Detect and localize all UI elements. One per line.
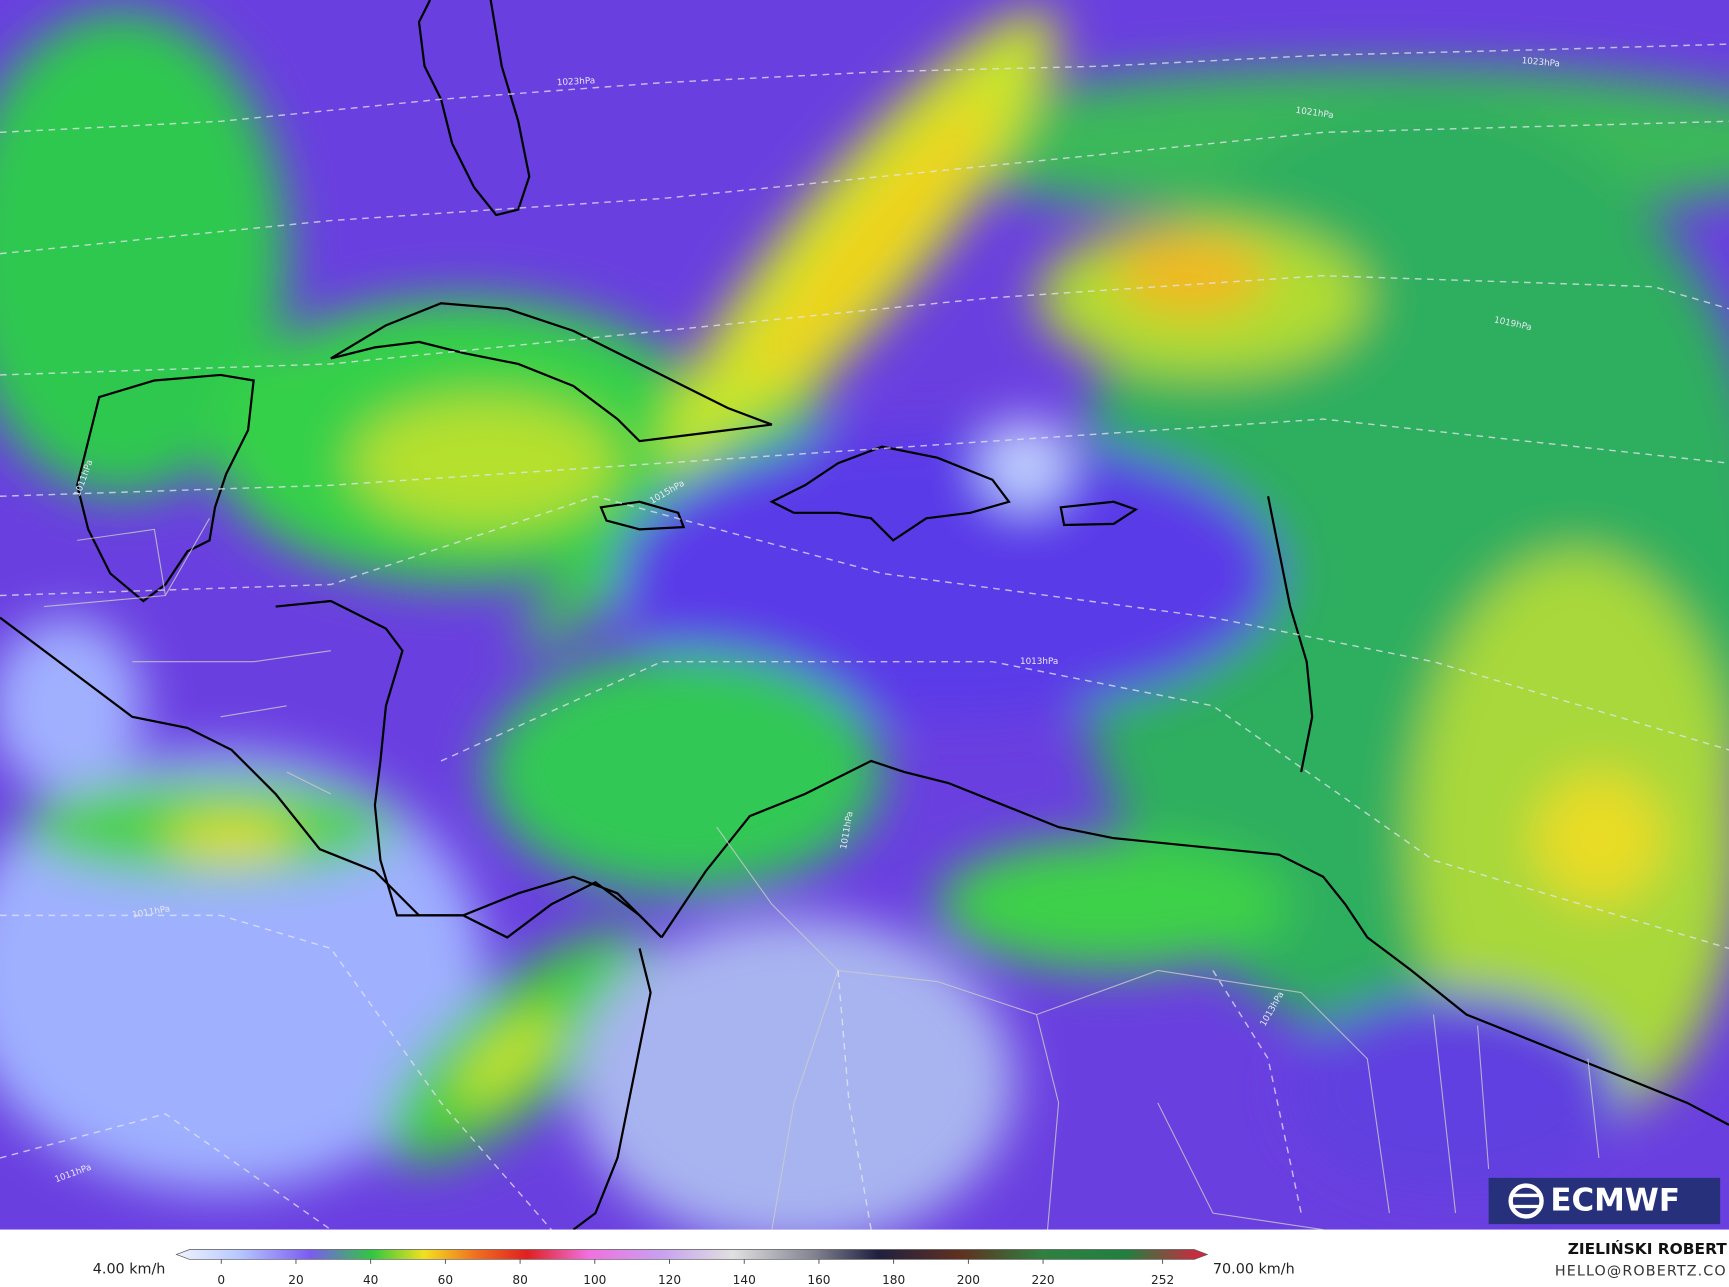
logo-icon <box>1508 1183 1544 1219</box>
isobar-label: 1023hPa <box>1521 56 1560 69</box>
colorbar-tick-label: 140 <box>733 1273 756 1287</box>
isobars <box>0 43 1729 1230</box>
coastlines <box>0 0 1729 1230</box>
colorbar-tick-label: 100 <box>583 1273 606 1287</box>
colorbar-tick-label: 200 <box>957 1273 980 1287</box>
colorbar: 4.00 km/h 70.00 km/h 0 20 40 60 80 100 120 140 1… <box>93 1249 1295 1287</box>
credit-author: ZIELIŃSKI ROBERT <box>1568 1239 1728 1258</box>
isobar-label: 1013hPa <box>1020 657 1058 667</box>
colorbar-tick-label: 60 <box>438 1273 453 1287</box>
colorbar-tick-label: 80 <box>512 1273 527 1287</box>
colorbar-tick-label: 20 <box>288 1273 303 1287</box>
colorbar-tick-label: 120 <box>658 1273 681 1287</box>
colorbar-tick-label: 0 <box>217 1273 225 1287</box>
colorbar-min-label: 4.00 km/h <box>93 1261 166 1277</box>
colorbar-tick-label: 160 <box>807 1273 830 1287</box>
colorbar-tick-label: 252 <box>1151 1273 1174 1287</box>
colorbar-max-label: 70.00 km/h <box>1213 1261 1295 1277</box>
colorbar-bar <box>175 1249 1209 1260</box>
logo-text: ECMWF <box>1550 1183 1680 1219</box>
logo: ECMWF <box>1488 1177 1721 1225</box>
credit-email: HELLO@ROBERTZ.CO <box>1555 1264 1727 1280</box>
wind-field: 1023hPa1021hPa1023hPa1019hPa1015hPa1013h… <box>0 0 1729 1230</box>
colorbar-tick-label: 180 <box>882 1273 905 1287</box>
borders <box>44 518 1600 1230</box>
isobar-label: 1023hPa <box>557 76 596 88</box>
colorbar-tick-label: 220 <box>1031 1273 1054 1287</box>
logo-icon-lines <box>1512 1193 1540 1209</box>
colorbar-tick-label: 40 <box>363 1273 378 1287</box>
